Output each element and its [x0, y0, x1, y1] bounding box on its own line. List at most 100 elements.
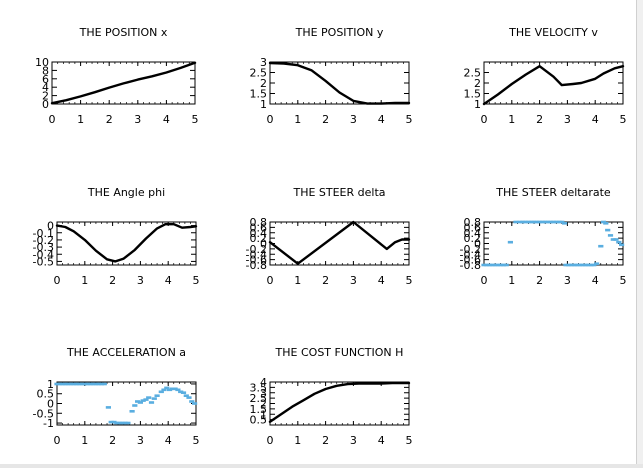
data-point — [146, 396, 152, 399]
x-tick-label: 3 — [137, 274, 144, 287]
data-point — [484, 263, 490, 267]
data-point — [563, 263, 569, 267]
x-tick-label: 0 — [54, 274, 61, 287]
data-point — [119, 421, 125, 425]
data-point — [189, 400, 195, 403]
x-tick-label: 5 — [620, 274, 627, 287]
x-tick-label: 4 — [592, 274, 599, 287]
data-point — [158, 390, 164, 394]
data-point — [556, 220, 562, 224]
x-tick-label: 5 — [193, 274, 200, 287]
plot-frame — [269, 381, 410, 426]
chart-title: THE POSITION y — [295, 26, 384, 39]
plot-frame — [483, 61, 624, 105]
data-point — [531, 220, 537, 224]
data-point — [117, 421, 123, 425]
chart-title: THE POSITION x — [79, 26, 168, 39]
x-tick-label: 4 — [378, 434, 385, 447]
data-point — [545, 220, 551, 224]
x-tick-label: 3 — [350, 274, 357, 287]
chart-title: THE Angle phi — [87, 186, 165, 199]
data-point — [603, 222, 609, 225]
y-tick-label: 0.8 — [464, 216, 482, 229]
y-tick-label: 2 — [474, 77, 481, 90]
x-tick-label: 4 — [165, 434, 172, 447]
data-point — [143, 398, 149, 401]
x-tick-label: 2 — [106, 113, 113, 126]
data-point — [98, 382, 105, 386]
data-point — [520, 220, 526, 224]
data-point — [125, 421, 131, 425]
plot-frame — [51, 61, 196, 105]
x-tick-label: 1 — [81, 434, 88, 447]
data-point — [594, 262, 600, 265]
data-point — [577, 263, 583, 267]
data-point — [183, 394, 189, 397]
data-point — [132, 404, 138, 407]
data-point — [562, 222, 568, 225]
data-point — [79, 382, 85, 386]
y-tick-label: -0.2 — [33, 234, 54, 247]
y-tick-label: 1.5 — [250, 88, 268, 101]
y-tick-label: 0 — [42, 98, 49, 111]
data-point — [528, 220, 534, 224]
x-tick-label: 4 — [378, 274, 385, 287]
y-tick-label: 1.5 — [464, 88, 482, 101]
x-tick-label: 3 — [350, 113, 357, 126]
data-point — [585, 263, 591, 267]
plot-frame — [269, 61, 410, 105]
data-point — [90, 382, 96, 386]
x-tick-label: 0 — [481, 274, 488, 287]
y-tick-label: 0.4 — [464, 227, 482, 240]
y-tick-label: 0.4 — [250, 227, 268, 240]
plot-frame — [483, 221, 624, 266]
x-tick-label: 0 — [54, 434, 61, 447]
y-tick-label: 0 — [474, 238, 481, 251]
data-point — [167, 388, 173, 392]
data-point — [96, 382, 102, 386]
x-tick-label: 1 — [81, 274, 88, 287]
plot-frame — [56, 221, 197, 266]
chart-6: THE STEER deltarate 0 1 2 3 4 5 -0.8-0.6-0.4-0.… — [460, 186, 627, 287]
data-point — [492, 263, 498, 267]
y-tick-label: 4 — [42, 81, 49, 94]
x-tick-label: 0 — [267, 113, 274, 126]
data-point — [151, 397, 157, 400]
data-point — [591, 263, 597, 267]
data-point — [605, 228, 611, 232]
data-point — [111, 420, 117, 424]
window-edge-bottom — [0, 464, 643, 468]
data-point — [169, 387, 175, 391]
data-point — [598, 244, 604, 248]
data-point — [550, 220, 557, 224]
y-tick-label: 1 — [260, 98, 267, 111]
x-tick-label: 4 — [163, 113, 170, 126]
y-tick-label: 1 — [474, 98, 481, 111]
x-tick-label: 2 — [322, 434, 329, 447]
y-tick-label: -0.6 — [460, 254, 481, 267]
x-tick-label: 5 — [406, 113, 413, 126]
data-point — [571, 263, 577, 267]
y-tick-label: 0 — [47, 220, 54, 233]
x-tick-label: 3 — [350, 434, 357, 447]
x-tick-label: 3 — [134, 113, 141, 126]
series-line — [482, 64, 625, 106]
y-tick-label: 1 — [260, 408, 267, 421]
y-tick-label: -0.2 — [246, 243, 267, 256]
x-tick-label: 2 — [322, 274, 329, 287]
x-tick-label: 4 — [378, 113, 385, 126]
series-line — [268, 381, 411, 423]
y-tick-label: 2.5 — [464, 67, 482, 80]
x-tick-label: 5 — [192, 113, 199, 126]
data-point — [613, 238, 619, 241]
data-point — [108, 420, 114, 424]
y-tick-label: -0.4 — [460, 248, 481, 261]
chart-3: THE VELOCITY v0 1 2 3 4 511.522.5 — [464, 26, 627, 126]
y-tick-label: 0.2 — [464, 232, 482, 245]
data-point — [582, 263, 589, 267]
data-point — [122, 421, 128, 425]
x-tick-label: 2 — [536, 113, 543, 126]
